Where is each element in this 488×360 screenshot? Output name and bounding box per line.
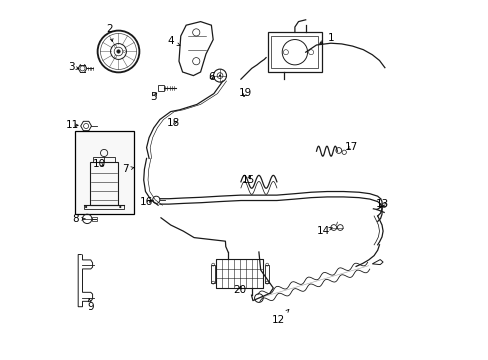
Text: 7: 7: [122, 164, 134, 174]
Bar: [211, 265, 215, 283]
Bar: [75, 131, 134, 214]
Text: 20: 20: [233, 285, 246, 295]
Circle shape: [117, 50, 120, 53]
Text: 2: 2: [106, 24, 113, 41]
Circle shape: [123, 50, 125, 53]
Bar: [216, 259, 263, 288]
Circle shape: [114, 45, 117, 48]
Text: 17: 17: [345, 142, 358, 152]
Text: 9: 9: [87, 299, 94, 312]
Text: 14: 14: [316, 226, 332, 236]
Bar: [92, 217, 97, 221]
Text: 12: 12: [271, 310, 288, 325]
Text: 11: 11: [66, 120, 79, 130]
Text: 3: 3: [67, 62, 79, 72]
Text: 15: 15: [241, 175, 254, 185]
Text: 6: 6: [207, 72, 214, 82]
Circle shape: [219, 75, 221, 77]
Bar: [271, 36, 318, 68]
Bar: [264, 265, 269, 283]
Text: 10: 10: [93, 159, 106, 169]
Text: 5: 5: [150, 92, 157, 102]
Text: 4: 4: [167, 36, 180, 46]
Text: 19: 19: [238, 88, 251, 98]
Text: 1: 1: [319, 33, 333, 43]
Text: 16: 16: [140, 197, 153, 207]
Bar: [89, 162, 118, 205]
Bar: [158, 85, 163, 91]
Text: 13: 13: [375, 199, 388, 210]
Circle shape: [114, 55, 117, 58]
Bar: [267, 32, 321, 72]
Text: 18: 18: [166, 118, 180, 128]
Circle shape: [85, 206, 87, 208]
Bar: [84, 205, 123, 209]
Circle shape: [119, 206, 121, 208]
Bar: [93, 157, 115, 162]
Text: 8: 8: [73, 214, 85, 224]
